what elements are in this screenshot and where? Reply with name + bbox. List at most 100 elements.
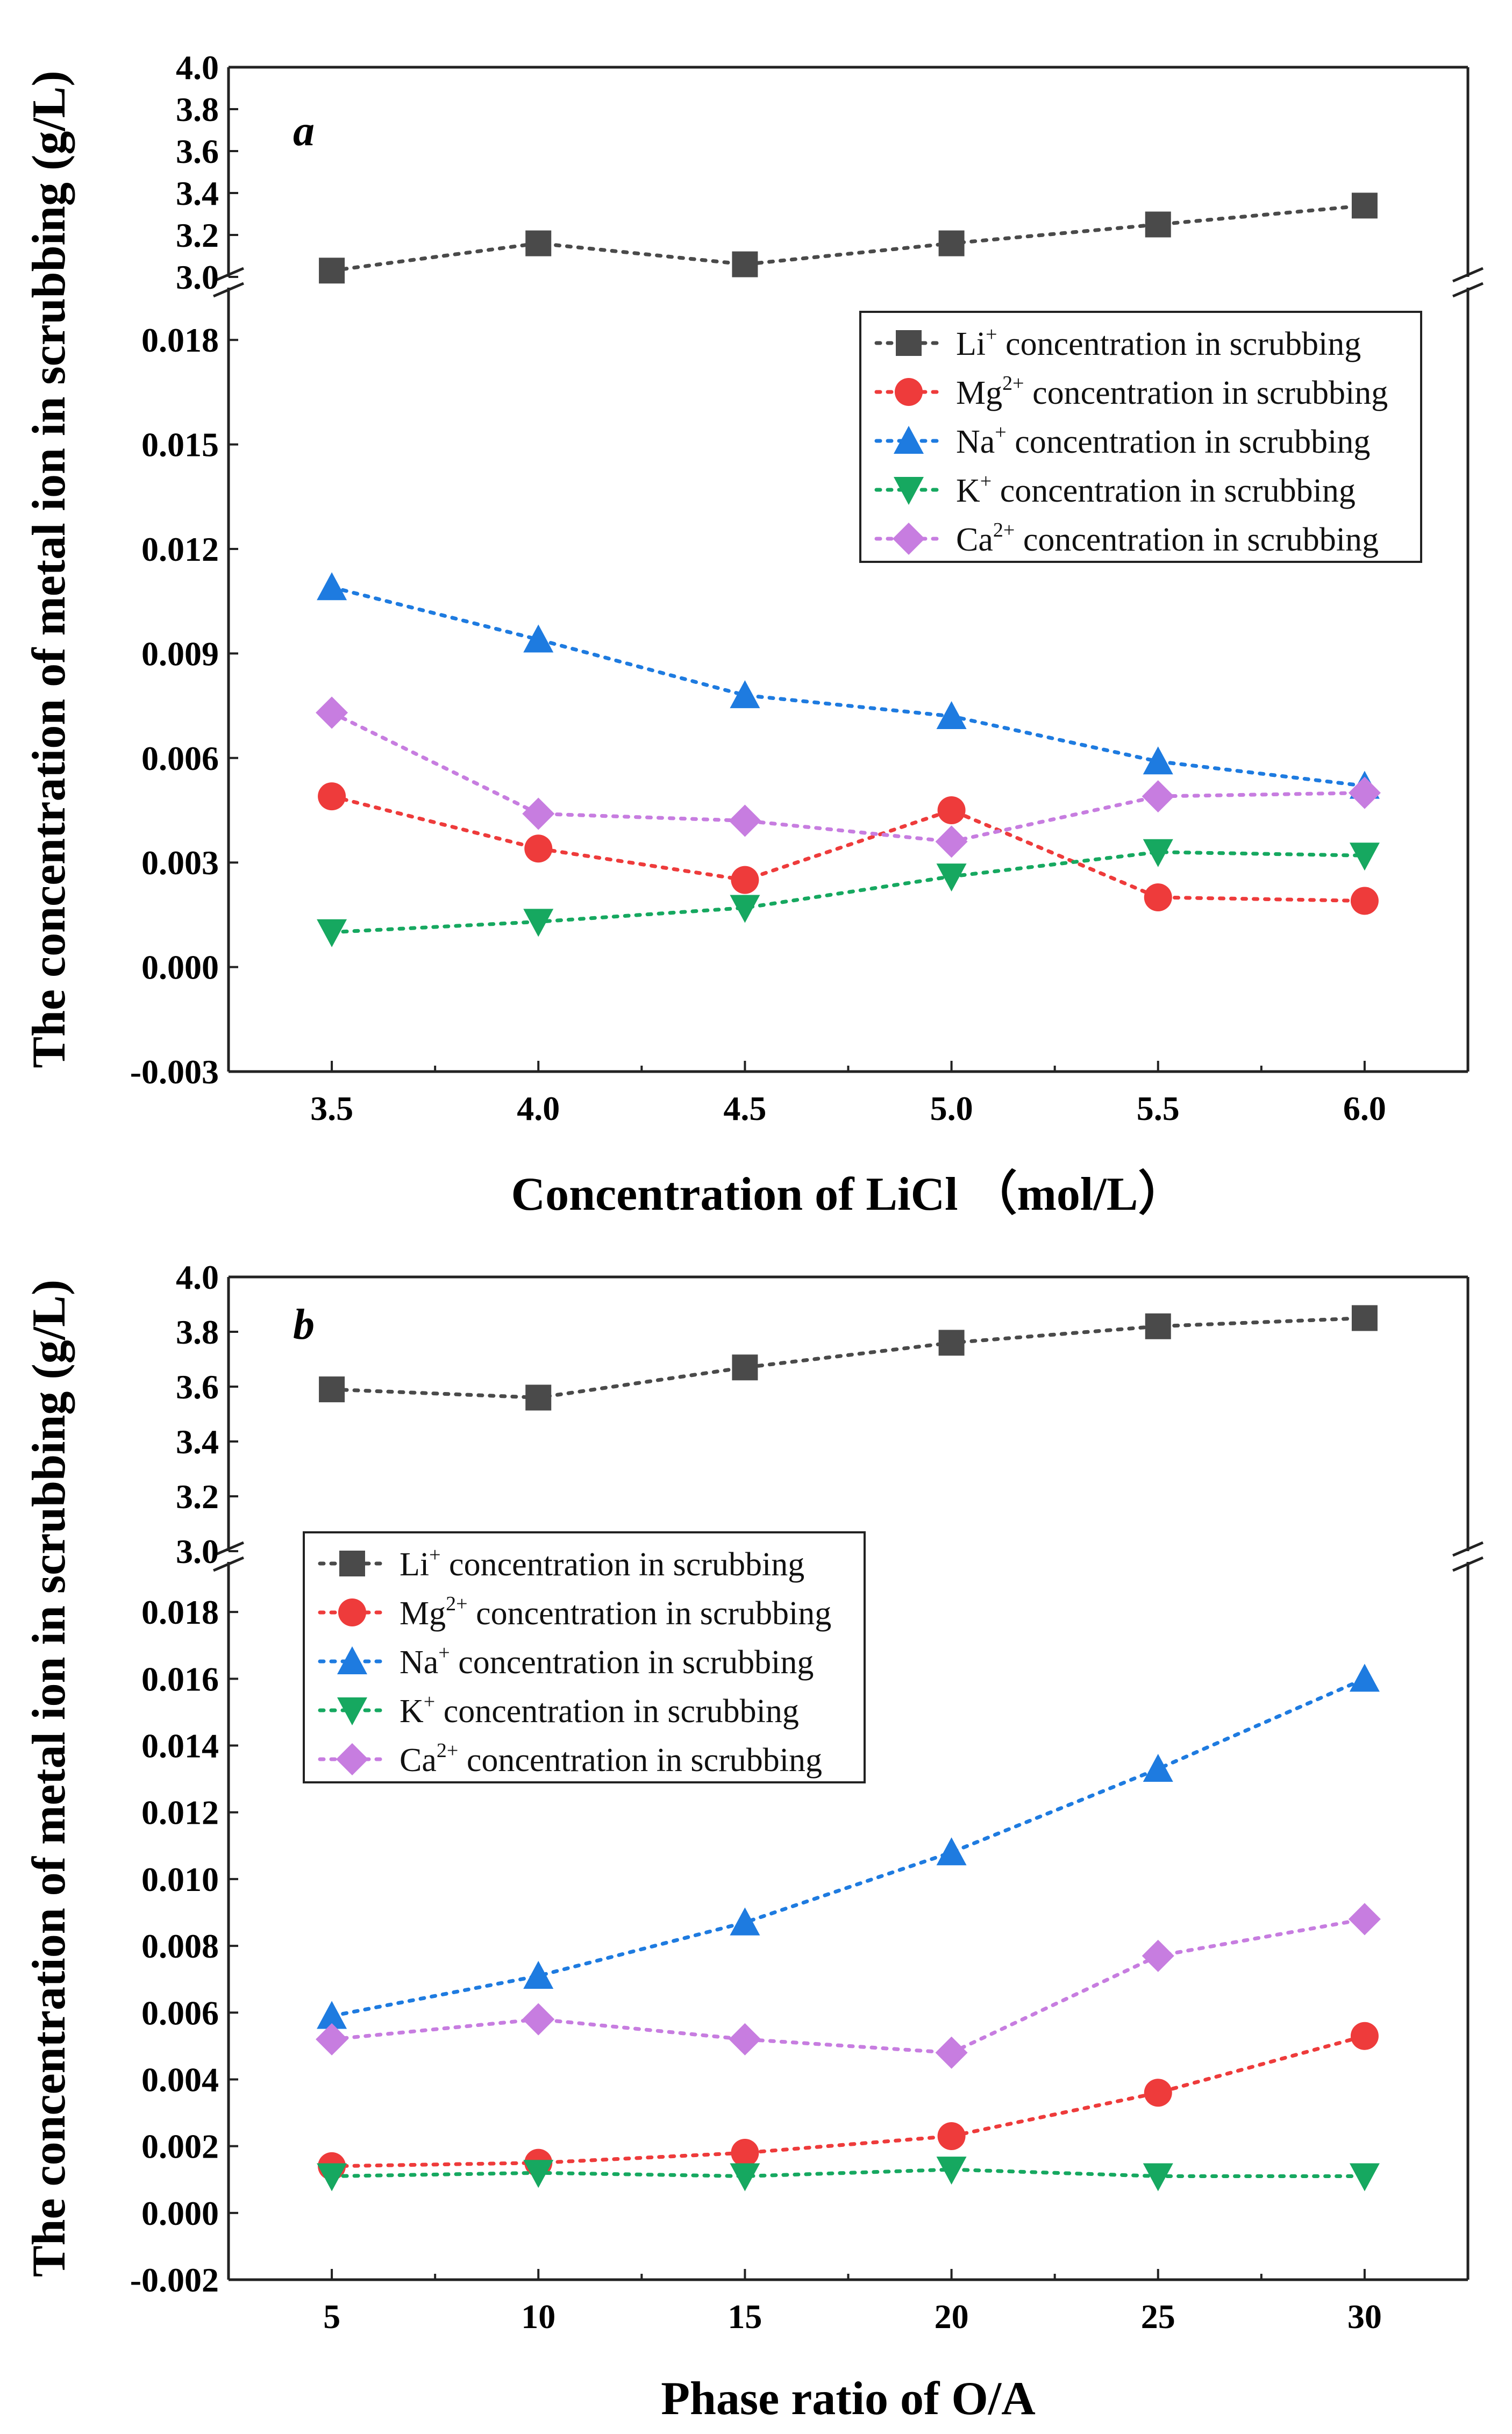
legend-label-mg: Mg2+ concentration in scrubbing [400,1593,831,1632]
legend-charge: + [980,470,992,492]
data-point-li [525,230,552,256]
legend-description: concentration in scrubbing [450,1644,814,1681]
x-tick-label: 3.5 [310,1089,353,1127]
data-point-k [1143,839,1173,867]
data-point-na [523,624,554,653]
y-tick-label-upper: 3.6 [176,132,219,170]
legend-description: concentration in scrubbing [468,1595,832,1632]
axis-break-left-1 [213,282,244,298]
y-tick-label-lower: 0.009 [141,634,219,673]
legend-description: concentration in scrubbing [441,1546,805,1583]
y-tick-label-upper: 3.8 [176,1313,219,1351]
x-axis-title: Phase ratio of O/A [661,2373,1036,2425]
series-line-na [330,585,1367,788]
data-point-na [317,2001,347,2029]
x-tick-label: 6.0 [1343,1089,1386,1127]
data-point-k [1143,2163,1173,2192]
data-point-ca [1348,776,1381,809]
legend-marker-li [339,1551,365,1576]
data-point-li [1351,192,1378,219]
series-line-ca [330,711,1367,844]
data-point-li [938,230,965,256]
x-tick-label: 30 [1347,2297,1382,2336]
y-tick-label-lower: 0.012 [141,1794,219,1832]
data-point-k [523,2160,554,2188]
legend-marker-li [896,330,922,356]
data-point-k [936,863,967,892]
series-line-na [330,1676,1367,2018]
legend-ion: Mg [400,1595,446,1632]
y-axis-title: The concentration of metal ion in scrubb… [23,70,75,1068]
x-tick-label: 4.5 [723,1089,766,1127]
legend-label-mg: Mg2+ concentration in scrubbing [956,372,1388,411]
y-tick-label-lower: 0.006 [141,739,219,777]
legend-charge: + [429,1544,440,1566]
y-tick-label-upper: 3.4 [176,1423,219,1461]
legend-ion: Na [956,424,995,460]
series-line-k [330,2167,1367,2179]
y-tick-label-lower: 0.010 [141,1860,219,1898]
data-point-na [1143,1753,1173,1782]
axis-break-right-1 [1452,282,1484,298]
y-tick-label-upper: 3.4 [176,174,219,212]
series-line-k [330,850,1367,934]
legend-marker-k [337,1697,367,1725]
y-tick-label-lower: 0.003 [141,844,219,882]
data-point-li [525,1384,552,1411]
legend-charge: + [424,1690,435,1713]
x-tick-label: 25 [1141,2297,1175,2336]
data-point-ca [1142,780,1174,813]
y-tick-label-upper: 3.0 [176,1532,219,1571]
legend-label-ca: Ca2+ concentration in scrubbing [400,1739,822,1779]
legend-marker-ca [893,523,925,555]
data-point-na [1349,1664,1380,1692]
y-tick-label-upper: 3.8 [176,90,219,129]
y-tick-label-lower: 0.018 [141,1593,219,1631]
y-tick-label-lower: 0.014 [141,1727,219,1765]
legend-ion: K [956,473,980,509]
legend-label-na: Na+ concentration in scrubbing [956,421,1370,460]
legend-label-li: Li+ concentration in scrubbing [400,1544,804,1583]
data-point-k [317,2163,347,2192]
data-point-na [936,1837,967,1866]
data-point-k [1349,2163,1380,2192]
data-point-li [1351,1305,1378,1331]
y-tick-label-lower: -0.003 [130,1053,219,1091]
legend-label-ca: Ca2+ concentration in scrubbing [956,519,1379,558]
data-point-k [936,2157,967,2185]
legend-charge: + [986,323,997,346]
legend-charge: 2+ [446,1593,467,1615]
legend-ion: Li [400,1546,429,1583]
legend-description: concentration in scrubbing [992,473,1356,509]
legend-label-k: K+ concentration in scrubbing [956,470,1356,509]
axis-break-right-0 [1452,267,1484,283]
data-point-mg [937,796,966,824]
data-point-ca [935,825,968,858]
legend-ion: Ca [956,522,993,558]
y-tick-label-lower: 0.016 [141,1660,219,1698]
axis-break-right-0 [1452,1541,1484,1557]
series-line-ca [330,1917,1367,2055]
data-point-na [730,680,760,709]
y-tick-label-upper: 4.0 [176,1258,219,1296]
y-tick-label-lower: 0.012 [141,530,219,568]
data-point-li [1145,1313,1171,1339]
legend-box [303,1531,866,1783]
data-point-mg [731,866,759,894]
data-point-k [1349,843,1380,871]
legend-description: concentration in scrubbing [1007,424,1371,460]
legend-ion: Li [956,326,986,362]
data-point-li [319,258,345,284]
data-point-mg [524,834,553,863]
legend-label-li: Li+ concentration in scrubbing [956,323,1361,362]
data-point-ca [522,2003,555,2036]
panel-a-chart: 3.03.23.43.63.84.0-0.0030.0000.0030.0060… [23,48,1484,1220]
data-point-mg [1350,887,1379,915]
legend-description: concentration in scrubbing [435,1693,799,1730]
legend-marker-k [894,477,924,505]
legend-description: concentration in scrubbing [458,1742,822,1779]
x-tick-label: 20 [935,2297,969,2336]
panel-b-chart: 3.0 3.2 3.4 3.6 3.8 4.0 -0.002 0.000 0.002 0.004 0… [23,1258,1484,2425]
y-tick-label-lower: 0.002 [141,2128,219,2166]
